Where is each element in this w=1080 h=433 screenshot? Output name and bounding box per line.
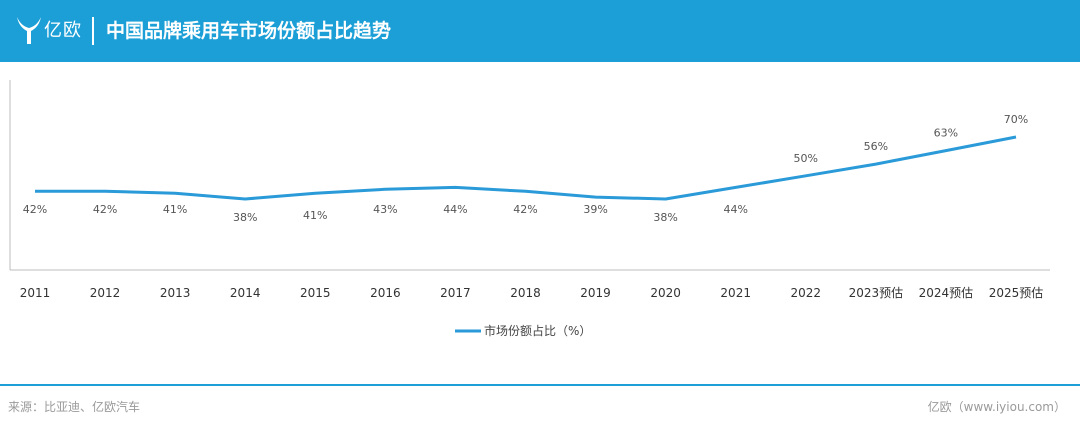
chart-series [35, 135, 1017, 201]
chart-legend: 市场份额占比（%） [455, 323, 591, 338]
x-tick-label: 2018 [510, 286, 541, 300]
credit-note: 亿欧（www.iyiou.com） [927, 400, 1066, 414]
x-tick-label: 2025预估 [989, 286, 1044, 300]
data-label: 70% [1004, 113, 1028, 126]
source-note: 来源：比亚迪、亿欧汽车 [8, 400, 141, 414]
x-tick-label: 2012 [90, 286, 121, 300]
x-tick-label: 2022 [790, 286, 821, 300]
data-label: 42% [23, 203, 47, 216]
market-share-line-chart: 42% 42% 41% 38% 41% 43% 44% 42% 39% 38% 44% 50% 56% 6… [9, 80, 1050, 338]
data-label: 42% [513, 203, 537, 216]
chart-axes [9, 80, 1050, 271]
header-bar: 亿欧 中国品牌乘用车市场份额占比趋势 [0, 0, 1080, 62]
x-tick-labels: 2011 2012 2013 2014 2015 2016 2017 2018 2019 2020… [20, 286, 1044, 300]
data-label: 41% [303, 209, 327, 222]
x-tick-label: 2017 [440, 286, 471, 300]
data-label: 50% [794, 152, 818, 165]
x-tick-label: 2020 [650, 286, 681, 300]
page-title: 中国品牌乘用车市场份额占比趋势 [106, 20, 392, 42]
data-label: 38% [233, 211, 257, 224]
legend-label: 市场份额占比（%） [484, 323, 591, 338]
x-tick-label: 2016 [370, 286, 401, 300]
x-tick-label: 2024预估 [919, 286, 974, 300]
data-label: 43% [373, 203, 397, 216]
data-label: 38% [653, 211, 677, 224]
data-label: 44% [443, 203, 467, 216]
x-tick-label: 2021 [720, 286, 751, 300]
data-label: 42% [93, 203, 117, 216]
data-label: 39% [583, 203, 607, 216]
series-line [35, 135, 1017, 201]
x-tick-label: 2023预估 [849, 286, 904, 300]
x-tick-label: 2011 [20, 286, 51, 300]
yiou-logo-icon [17, 17, 41, 44]
x-tick-label: 2013 [160, 286, 191, 300]
data-labels: 42% 42% 41% 38% 41% 43% 44% 42% 39% 38% 44% 50% 56% 6… [23, 113, 1028, 224]
data-label: 41% [163, 203, 187, 216]
footer-divider [0, 384, 1080, 386]
data-label: 56% [864, 140, 888, 153]
x-tick-label: 2015 [300, 286, 331, 300]
brand-name: 亿欧 [44, 20, 82, 41]
x-tick-label: 2014 [230, 286, 261, 300]
header-divider [92, 17, 94, 45]
x-tick-label: 2019 [580, 286, 611, 300]
data-label: 44% [723, 203, 747, 216]
data-label: 63% [934, 127, 958, 140]
